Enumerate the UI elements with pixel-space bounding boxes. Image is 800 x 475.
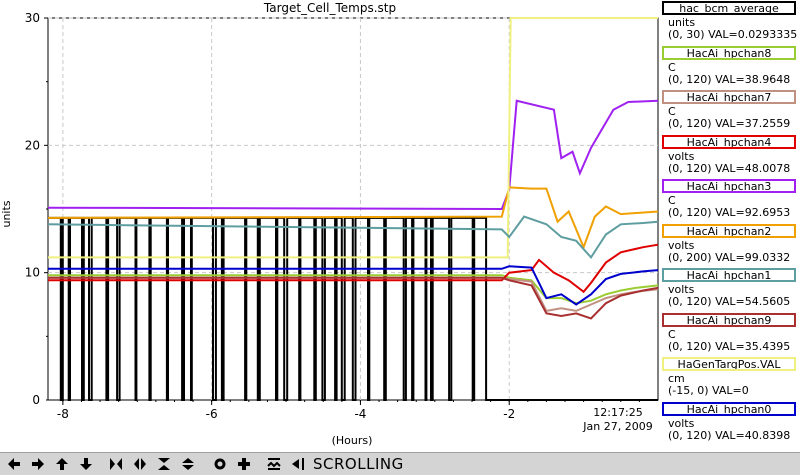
arrow-down-icon[interactable] (78, 456, 94, 472)
series-line-HacAi_hpchan7 (48, 276, 659, 313)
series-line-HacAi_hpchan8 (48, 274, 659, 305)
legend-value: (-15, 0) VAL=0 (668, 384, 749, 397)
zoom-out-x-icon[interactable] (132, 456, 148, 472)
legend-channel-name[interactable]: HacAi_hpchan4 (662, 134, 796, 149)
legend-channel-name[interactable]: HacAi_hpchan8 (662, 45, 796, 60)
toolbar: SCROLLING (0, 452, 800, 475)
current-time: 12:17:25 (593, 406, 642, 419)
legend-units: C (668, 194, 676, 207)
legend-value: (0, 120) VAL=37.2559 (668, 117, 791, 130)
legend-units: C (668, 105, 676, 118)
legend-channel-name[interactable]: HacAi_hpchan1 (662, 268, 796, 282)
legend-channel-name[interactable]: HacAi_hpchan7 (662, 90, 796, 104)
series-line-HacAi_hpchan9 (48, 276, 659, 320)
x-tick-label: -6 (206, 407, 218, 421)
strip-chart[interactable]: Target_Cell_Temps.stp 10 20 30 0 -8 -6 -4 -2 u… (0, 0, 660, 452)
x-tick-label: -2 (503, 407, 515, 421)
legend-value: (0, 120) VAL=38.9648 (668, 72, 791, 86)
legend-channel-name[interactable]: HaGenTargPos.VAL (662, 357, 796, 371)
legend-channel-name[interactable]: HacAi_hpchan0 (662, 401, 796, 416)
current-date: Jan 27, 2009 (582, 420, 652, 433)
legend-panel: hac_bcm_average units (0, 30) VAL=0.029333… (662, 0, 800, 452)
y-axis-label: units (0, 200, 13, 227)
legend-channel-name[interactable]: hac_bcm_average (662, 1, 796, 15)
series-line-HacAi_hpchan0 (47, 215, 659, 260)
config-icon[interactable] (212, 456, 228, 472)
legend-value: (0, 120) VAL=35.4395 (668, 339, 791, 353)
y-tick-label: 10 (25, 266, 40, 280)
series-line-HacAi_hpchan4 (48, 243, 659, 294)
legend-channel-name[interactable]: HacAi_hpchan3 (662, 179, 796, 193)
y-axis: 10 20 30 0 (25, 11, 48, 407)
legend-value: (0, 120) VAL=54.5605 (668, 295, 791, 308)
y-tick-label: 20 (25, 138, 40, 152)
series-group (47, 17, 659, 401)
x-axis: -8 -6 -4 -2 (57, 400, 640, 421)
x-tick-label: -4 (354, 407, 366, 421)
y-tick-label: 30 (25, 11, 40, 25)
arrow-left-icon[interactable] (6, 456, 22, 472)
mode-label: SCROLLING (313, 455, 404, 473)
y-tick-label: 0 (32, 393, 40, 407)
x-tick-label: -8 (57, 407, 69, 421)
zoom-in-y-icon[interactable] (156, 456, 172, 472)
legend-value: (0, 120) VAL=40.8398 (668, 428, 791, 442)
scroll-mode-icon[interactable] (290, 456, 306, 472)
chart-title: Target_Cell_Temps.stp (263, 1, 396, 15)
legend-units: C (668, 60, 676, 74)
series-line-HaGenTargPos.VAL (48, 17, 658, 259)
series-line-HacAi_hpchan1 (48, 265, 659, 306)
legend-units: cm (668, 372, 685, 385)
arrow-up-icon[interactable] (54, 456, 70, 472)
zoom-out-y-icon[interactable] (180, 456, 196, 472)
legend-channel-name[interactable]: HacAi_hpchan9 (662, 312, 796, 327)
x-axis-label: (Hours) (332, 434, 373, 447)
legend-value: (0, 120) VAL=48.0078 (668, 161, 791, 175)
legend-channel-name[interactable]: HacAi_hpchan2 (662, 223, 796, 238)
legend-units: units (668, 16, 696, 29)
legend-units: volts (668, 283, 695, 296)
zoom-in-x-icon[interactable] (108, 456, 124, 472)
autoscale-icon[interactable] (266, 456, 282, 472)
add-icon[interactable] (236, 456, 252, 472)
arrow-right-icon[interactable] (30, 456, 46, 472)
legend-value: (0, 200) VAL=99.0332 (668, 250, 791, 264)
legend-units: volts (668, 416, 695, 430)
legend-units: volts (668, 238, 695, 252)
legend-value: (0, 120) VAL=92.6953 (668, 206, 791, 219)
legend-value: (0, 30) VAL=0.0293335 (668, 28, 798, 41)
legend-units: volts (668, 149, 695, 163)
legend-units: C (668, 327, 676, 341)
